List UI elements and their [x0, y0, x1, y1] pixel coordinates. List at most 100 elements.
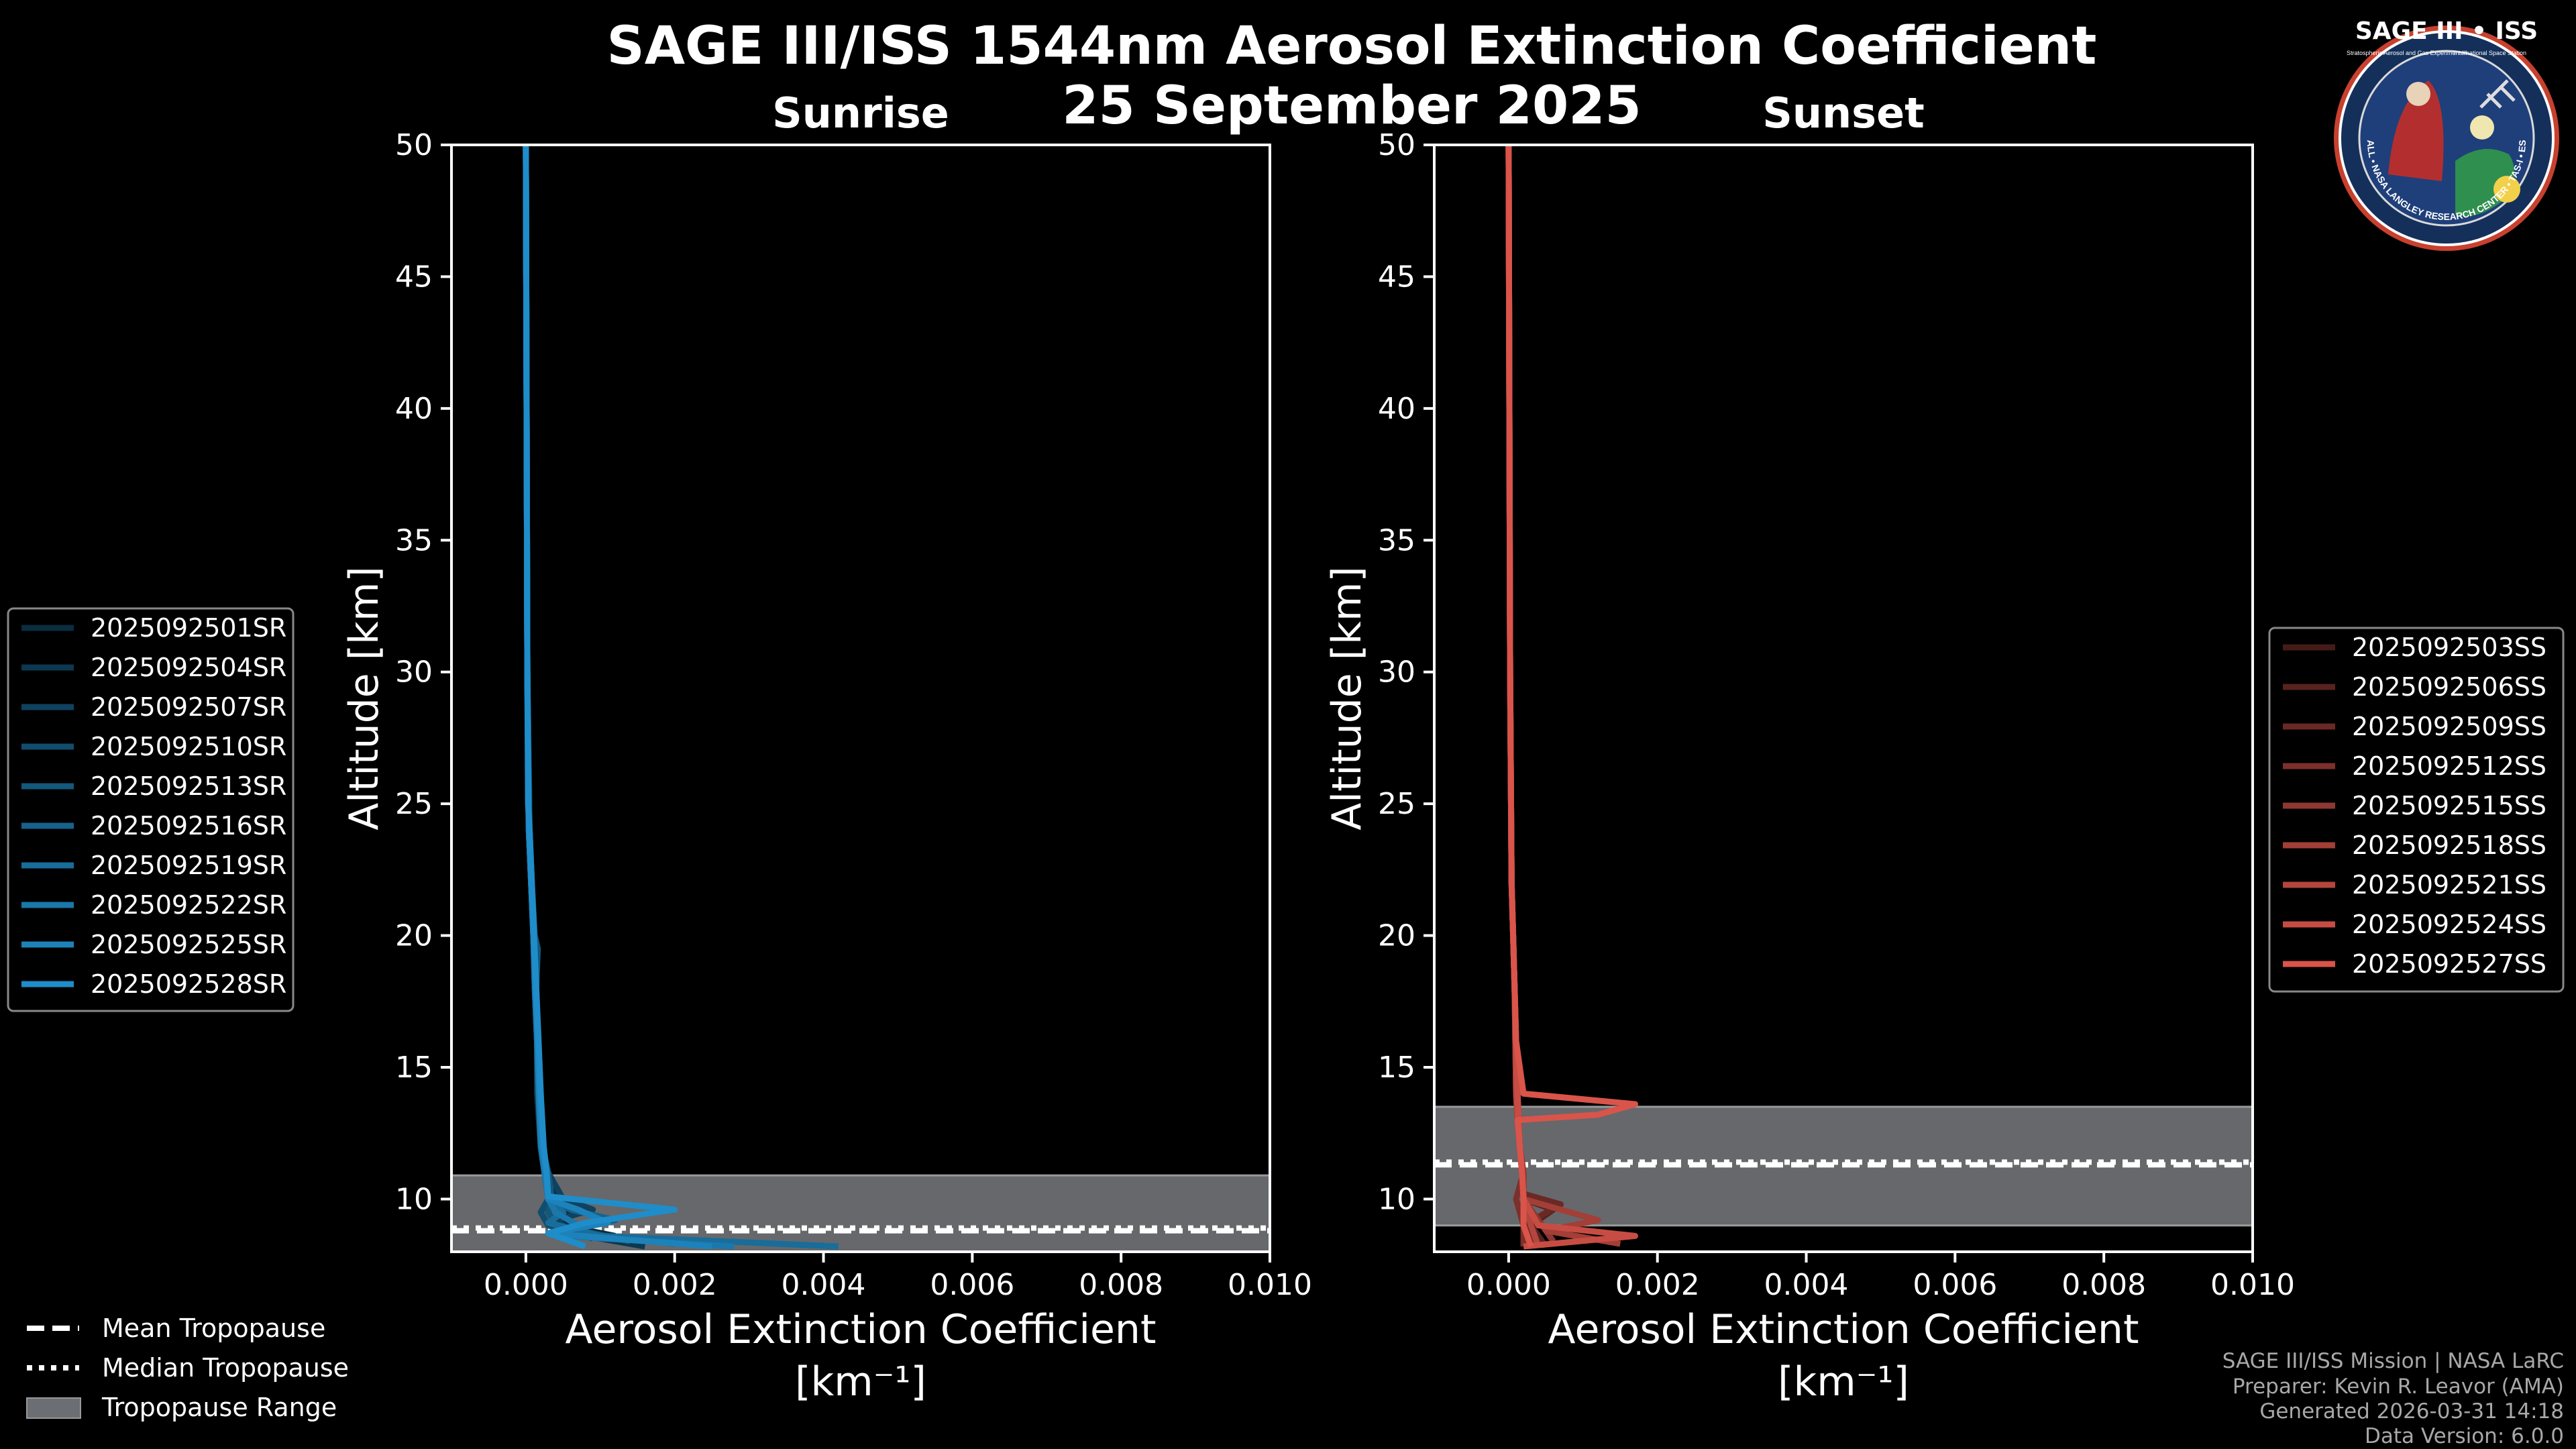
sunrise-panel: 0.000 0.002 0.004 0.006 0.008 0.010 10 15 20 25 3… [341, 128, 1312, 1405]
legend-item-2025092510SR: 2025092510SR [21, 732, 286, 761]
sunset-panel: 0.000 0.002 0.004 0.006 0.008 0.010 10 15 20 25 3… [1324, 128, 2295, 1405]
legend-item-2025092503SS: 2025092503SS [2283, 633, 2546, 662]
legend-label: 2025092519SR [91, 851, 286, 880]
y-tick-label: 25 [395, 787, 433, 821]
legend-label: 2025092515SS [2352, 791, 2546, 820]
y-tick-label: 50 [1378, 128, 1415, 162]
credit-preparer: Preparer: Kevin R. Leavor (AMA) [2233, 1375, 2564, 1399]
logo-sun-icon [2493, 176, 2520, 203]
x-tick-label: 0.004 [1764, 1268, 1849, 1302]
sunrise-legend-box [7, 607, 294, 1012]
legend-item-2025092515SS: 2025092515SS [2283, 791, 2546, 820]
y-tick-label: 15 [395, 1051, 433, 1085]
legend-item-2025092501SR: 2025092501SR [21, 613, 286, 643]
legend-item-2025092513SR: 2025092513SR [21, 771, 286, 801]
tropopause-range-label: Tropopause Range [101, 1393, 337, 1422]
x-tick-label: 0.006 [1913, 1268, 1997, 1302]
credit-mission: SAGE III/ISS Mission | NASA LaRC [2222, 1349, 2564, 1373]
x-tick-label: 0.000 [1466, 1268, 1551, 1302]
sunset-y-ticks: 10 15 20 25 30 35 40 45 50 [1378, 128, 1434, 1216]
sunset-plot-area [1434, 145, 2253, 1252]
x-tick-label: 0.008 [1079, 1268, 1163, 1302]
y-tick-label: 20 [395, 919, 433, 953]
y-tick-label: 35 [1378, 523, 1415, 557]
legend-label: 2025092512SS [2352, 751, 2546, 781]
sunset-x-axis-units: [km⁻¹] [1778, 1358, 1909, 1405]
legend-item-2025092521SS: 2025092521SS [2283, 870, 2546, 900]
x-tick-label: 0.002 [633, 1268, 717, 1302]
legend-item-2025092512SS: 2025092512SS [2283, 751, 2546, 781]
legend-label: 2025092501SR [91, 613, 286, 643]
sunset-plot-frame [1433, 144, 2254, 1253]
legend-item-2025092516SR: 2025092516SR [21, 811, 286, 841]
sunset-x-ticks: 0.000 0.002 0.004 0.006 0.008 0.010 [1466, 1252, 2295, 1302]
series-lines-clip [523, 145, 839, 1250]
legend-label: 2025092507SR [91, 692, 286, 722]
y-tick-label: 20 [1378, 919, 1415, 953]
legend-label: 2025092528SR [91, 969, 286, 999]
x-tick-label: 0.000 [484, 1268, 568, 1302]
y-tick-label: 45 [395, 260, 433, 294]
legend-item-2025092525SR: 2025092525SR [21, 930, 286, 959]
sunrise-series-group [523, 145, 839, 1250]
tropopause-legend: Mean Tropopause Median Tropopause Tropop… [26, 1313, 349, 1422]
legend-item-2025092518SS: 2025092518SS [2283, 830, 2546, 860]
x-tick-label: 0.010 [2210, 1268, 2295, 1302]
legend-label: 2025092522SR [91, 890, 286, 920]
legend-label: 2025092506SS [2352, 672, 2546, 702]
y-tick-label: 35 [395, 523, 433, 557]
sunrise-x-axis-units: [km⁻¹] [795, 1358, 926, 1405]
legend-item-2025092528SR: 2025092528SR [21, 969, 286, 999]
credit-data-version: Data Version: 6.0.0 [2365, 1424, 2564, 1448]
y-tick-label: 40 [1378, 392, 1415, 426]
legend-item-2025092519SR: 2025092519SR [21, 851, 286, 880]
sunrise-legend-items: 2025092501SR 2025092504SR 2025092507SR 2025… [21, 613, 286, 999]
legend-label: 2025092524SS [2352, 910, 2546, 939]
legend-label: 2025092518SS [2352, 830, 2546, 860]
sunrise-plot-area [451, 145, 1270, 1252]
y-tick-label: 30 [395, 655, 433, 690]
sunset-tropopause-layer [1434, 1106, 2253, 1227]
legend-label: 2025092504SR [91, 653, 286, 682]
logo-title: SAGE III • ISS [2355, 17, 2538, 45]
sunset-legend-box [2268, 627, 2565, 993]
sunrise-plot-frame [450, 144, 1271, 1253]
y-tick-label: 10 [1378, 1182, 1415, 1216]
y-tick-label: 15 [1378, 1051, 1415, 1085]
legend-label: 2025092510SR [91, 732, 286, 761]
sunrise-panel-title: Sunrise [772, 89, 949, 138]
sunset-legend-items: 2025092503SS 2025092506SS 2025092509SS 2025… [2283, 633, 2546, 979]
credits: SAGE III/ISS Mission | NASA LaRC Prepare… [2222, 1349, 2564, 1448]
series-line-2025092527SS [1505, 145, 1638, 1248]
logo-figure-head [2406, 82, 2430, 106]
y-tick-label: 45 [1378, 260, 1415, 294]
legend-label: 2025092503SS [2352, 633, 2546, 662]
y-tick-label: 25 [1378, 787, 1415, 821]
logo-moon-icon [2470, 115, 2494, 140]
x-tick-label: 0.006 [930, 1268, 1014, 1302]
legend-item-2025092527SS: 2025092527SS [2283, 949, 2546, 979]
legend-label: 2025092513SR [91, 771, 286, 801]
sunset-legend: 2025092503SS 2025092506SS 2025092509SS 2025… [2268, 627, 2565, 993]
y-tick-label: 30 [1378, 655, 1415, 690]
series-lines-clip [1505, 145, 1638, 1250]
sunrise-y-axis-label: Altitude [km] [341, 566, 388, 830]
figure-title: SAGE III/ISS 1544nm Aerosol Extinction C… [607, 16, 2097, 76]
legend-item-2025092506SS: 2025092506SS [2283, 672, 2546, 702]
x-tick-label: 0.008 [2061, 1268, 2146, 1302]
logo-small-left: Stratospheric Aerosol and Gas Experiment… [2347, 50, 2467, 56]
legend-item-2025092522SR: 2025092522SR [21, 890, 286, 920]
logo-figure-robe [2388, 80, 2444, 181]
sunrise-x-axis-label: Aerosol Extinction Coefficient [566, 1306, 1157, 1353]
logo-iss-station-icon [2479, 79, 2516, 109]
mean-tropopause-label: Mean Tropopause [102, 1313, 325, 1343]
x-tick-label: 0.010 [1228, 1268, 1312, 1302]
sunset-series-group [1505, 145, 1638, 1250]
legend-label: 2025092516SR [91, 811, 286, 841]
sunset-panel-title: Sunset [1762, 89, 1925, 138]
x-tick-label: 0.004 [782, 1268, 866, 1302]
tropopause-range-swatch [26, 1397, 81, 1419]
legend-item-2025092507SR: 2025092507SR [21, 692, 286, 722]
series-line-2025092528SR [523, 145, 678, 1250]
